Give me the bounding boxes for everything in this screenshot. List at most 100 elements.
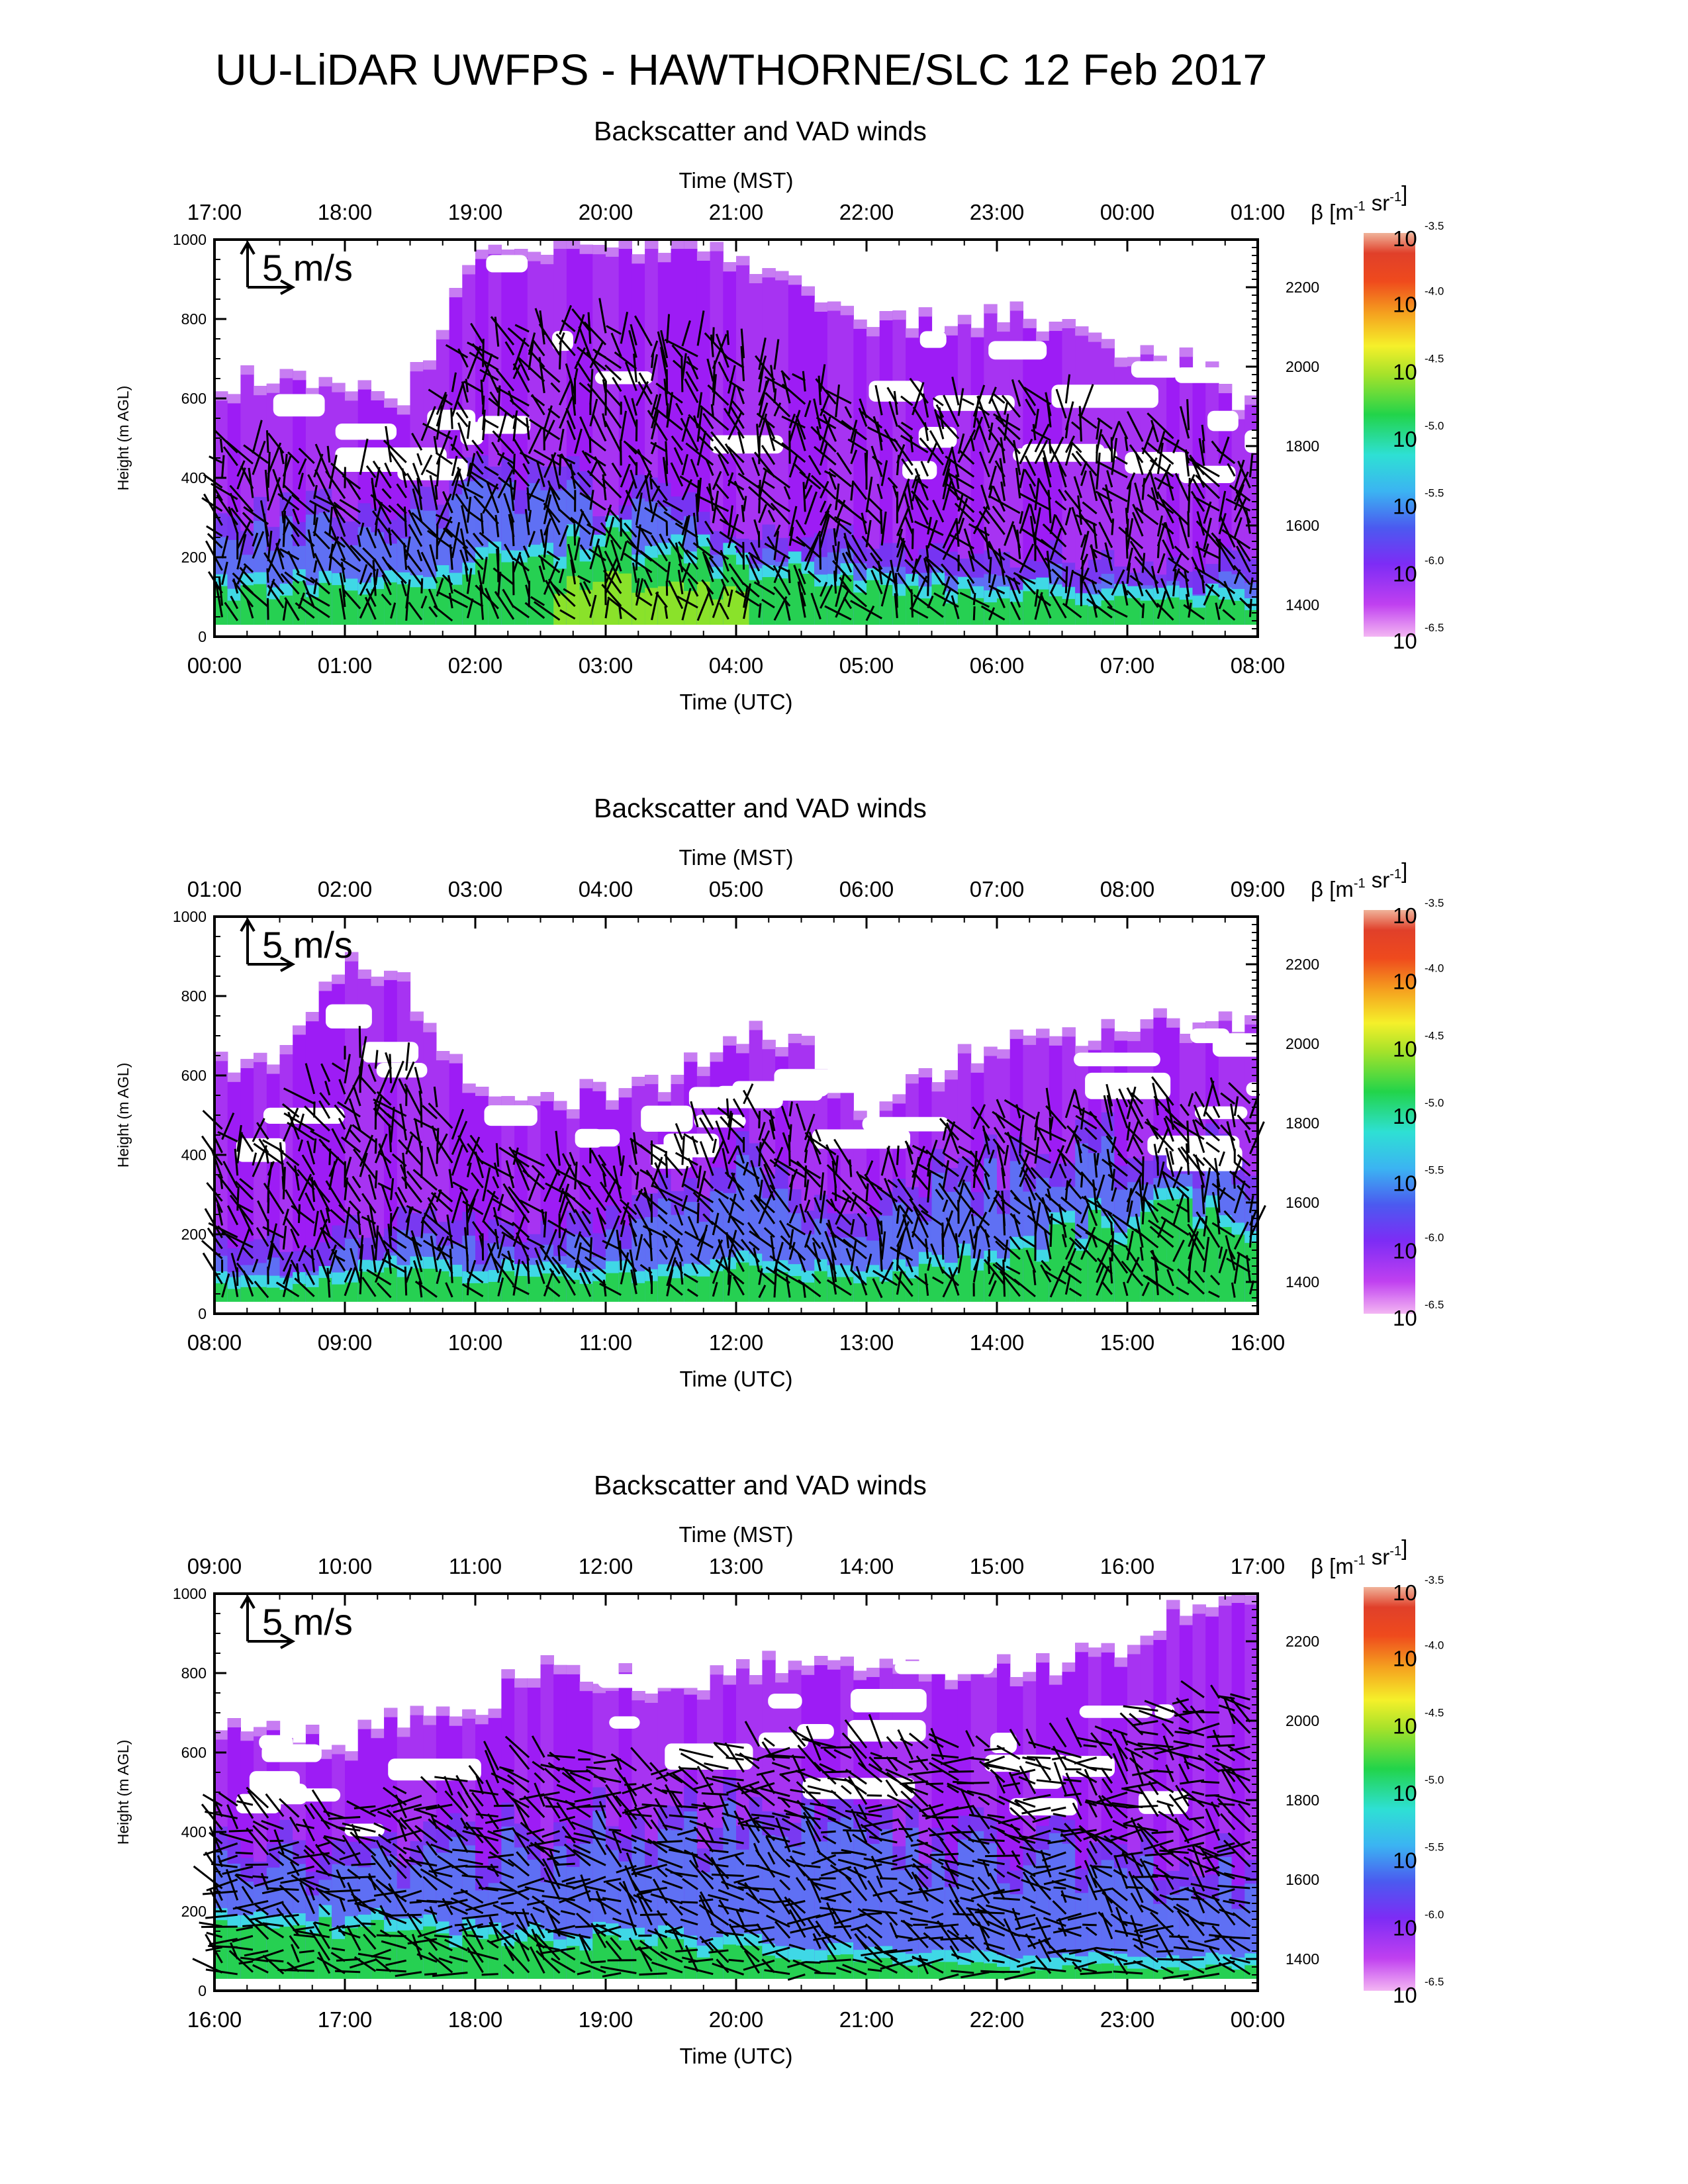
wind-vector bbox=[1188, 1093, 1194, 1107]
wind-vector bbox=[539, 1846, 560, 1853]
wind-vector bbox=[558, 508, 576, 525]
wind-vector bbox=[376, 1934, 406, 1938]
heatmap-cell bbox=[488, 1281, 502, 1302]
heatmap-cell bbox=[357, 380, 371, 390]
wind-vector bbox=[512, 480, 517, 500]
wind-vector bbox=[890, 559, 898, 596]
wind-vector bbox=[842, 1189, 868, 1215]
heatmap-cell bbox=[632, 254, 645, 264]
wind-vector bbox=[1172, 1166, 1183, 1189]
wind-vector bbox=[386, 563, 407, 584]
heatmap-cell bbox=[475, 250, 489, 259]
wind-vector bbox=[434, 1934, 453, 1938]
wind-vector bbox=[737, 431, 745, 454]
wind-vector bbox=[1004, 1099, 1036, 1120]
wind-vector bbox=[433, 435, 438, 454]
wind-vector bbox=[1168, 557, 1190, 574]
heatmap-cell bbox=[423, 360, 437, 370]
wind-vector bbox=[701, 579, 714, 595]
wind-vector bbox=[547, 1754, 575, 1759]
wind-vector bbox=[727, 1230, 737, 1261]
wind-vector bbox=[332, 506, 346, 537]
wind-vector bbox=[911, 1230, 929, 1250]
wind-vector bbox=[469, 474, 484, 489]
wind-vector bbox=[301, 1154, 315, 1175]
heatmap-cell bbox=[397, 1930, 411, 1979]
y-tick-label: 1000 bbox=[173, 908, 207, 925]
wind-vector bbox=[1049, 1265, 1065, 1298]
wind-vector bbox=[362, 547, 377, 562]
wind-vector bbox=[995, 416, 1021, 440]
wind-vector bbox=[559, 1228, 567, 1249]
heatmap-cell bbox=[397, 1277, 411, 1302]
wind-vector bbox=[512, 364, 521, 379]
wind-vector bbox=[1211, 1191, 1221, 1224]
wind-vector bbox=[604, 516, 615, 548]
wind-vector bbox=[876, 1186, 898, 1203]
wind-vector bbox=[826, 1164, 852, 1191]
wind-vector bbox=[434, 1776, 468, 1782]
heatmap-cell bbox=[527, 1934, 541, 1979]
wind-vector bbox=[404, 1083, 423, 1117]
heatmap-cell bbox=[606, 1273, 620, 1302]
wind-vector bbox=[1146, 441, 1174, 465]
heatmap-cell bbox=[1179, 347, 1194, 357]
wind-vector bbox=[269, 1240, 285, 1261]
wind-vector bbox=[222, 1160, 239, 1189]
wind-vector bbox=[214, 581, 224, 617]
wind-vector bbox=[391, 1794, 422, 1807]
wind-vector bbox=[569, 1212, 577, 1225]
wind-vector bbox=[489, 1851, 514, 1867]
wind-vector bbox=[201, 1803, 223, 1831]
wind-vector bbox=[612, 1831, 622, 1854]
wind-vector bbox=[733, 1875, 760, 1884]
wind-vector bbox=[757, 1747, 790, 1760]
wind-vector bbox=[423, 1240, 453, 1259]
wind-vector bbox=[728, 1923, 745, 1950]
wind-vector bbox=[509, 399, 530, 418]
wind-vector bbox=[710, 1220, 729, 1237]
scale-arrow-vertical bbox=[240, 240, 256, 287]
wind-vector bbox=[348, 1229, 361, 1249]
wind-vector bbox=[1056, 1148, 1082, 1176]
wind-vector bbox=[221, 455, 225, 478]
wind-vector bbox=[635, 525, 653, 535]
wind-vector bbox=[205, 1913, 238, 1919]
wind-vector bbox=[267, 538, 281, 572]
wind-vector bbox=[772, 1812, 790, 1819]
wind-vector bbox=[1126, 482, 1132, 514]
wind-vector bbox=[446, 1214, 453, 1249]
wind-vector bbox=[797, 581, 806, 618]
heatmap-cell bbox=[801, 286, 815, 296]
wind-vector bbox=[235, 1851, 254, 1855]
wind-vector bbox=[903, 490, 914, 523]
wind-vector bbox=[1089, 1111, 1113, 1140]
wind-vector bbox=[1233, 1253, 1241, 1284]
wind-vector bbox=[713, 1742, 744, 1749]
wind-vector bbox=[296, 1930, 330, 1938]
wind-vector bbox=[649, 1229, 653, 1261]
wind-vector bbox=[688, 414, 714, 442]
wind-vector bbox=[850, 429, 857, 454]
wind-vector bbox=[436, 1236, 445, 1251]
wind-vector bbox=[1204, 1111, 1221, 1130]
wind-vector bbox=[635, 1171, 639, 1190]
heatmap-cell bbox=[1218, 384, 1233, 394]
wind-vector bbox=[685, 442, 714, 466]
wind-vector bbox=[657, 1840, 682, 1844]
x-tick-label: 01:00 bbox=[318, 653, 373, 678]
wind-vector bbox=[1225, 498, 1251, 512]
wind-vector bbox=[1211, 532, 1236, 560]
wind-vector bbox=[479, 1235, 485, 1250]
wind-vector bbox=[350, 1248, 361, 1284]
wind-vector bbox=[758, 504, 767, 523]
wind-vector bbox=[1141, 1281, 1150, 1297]
wind-vector bbox=[451, 372, 457, 392]
wind-vector bbox=[669, 1283, 683, 1296]
wind-vector bbox=[714, 1188, 729, 1200]
wind-vector bbox=[392, 1226, 422, 1248]
wind-vector bbox=[1097, 417, 1113, 430]
wind-vector bbox=[234, 1148, 239, 1176]
wind-vector bbox=[384, 462, 392, 477]
wind-vector bbox=[457, 348, 469, 368]
